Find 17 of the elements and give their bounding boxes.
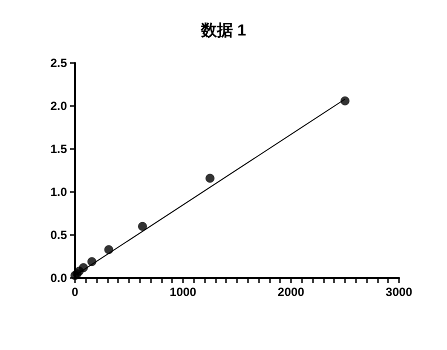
- point: [104, 245, 114, 254]
- y-tick-label: 1.5: [50, 142, 68, 156]
- y-tick-label: 0.5: [50, 228, 68, 242]
- x-tick-label: 3000: [386, 285, 413, 299]
- x-tick-label: 0: [72, 285, 79, 299]
- x-tick-label: 1000: [170, 285, 197, 299]
- y-tick-label: 2.5: [50, 56, 68, 70]
- y-tick-label: 2.0: [50, 99, 68, 113]
- x-tick-label: 2000: [278, 285, 305, 299]
- chart-title: 数据 1: [200, 22, 246, 40]
- y-tick-label: 0.0: [50, 271, 68, 285]
- point: [340, 96, 350, 106]
- y-tick-label: 1.0: [50, 185, 68, 199]
- point: [87, 257, 96, 266]
- point: [78, 263, 88, 272]
- point: [138, 222, 147, 231]
- point: [206, 174, 214, 183]
